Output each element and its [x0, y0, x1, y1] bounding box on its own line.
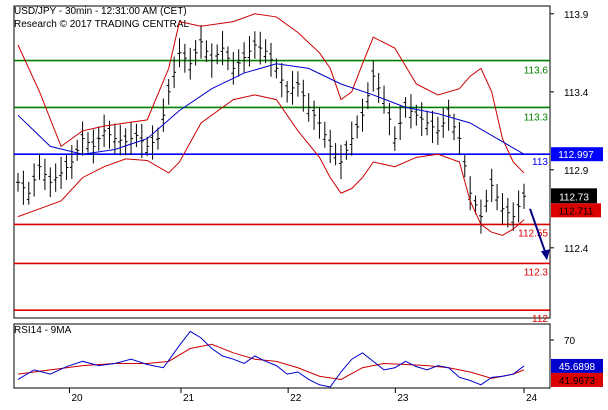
price-plot: 113.9 113.4 112.9 112.4 113.6 113.3 113 112.997… [13, 5, 603, 325]
level-label-resistance: 113.6 [524, 66, 549, 77]
forecast-arrow-head [541, 249, 550, 261]
level-label-support: 112 [532, 314, 548, 325]
pivot-value-tag: 112.997 [558, 150, 594, 161]
level-label-support: 112.55 [518, 228, 548, 239]
rsi-plot-frame [13, 323, 551, 389]
chart-header-symbol: USD/JPY - 30min - 12:31:00 AM (CET) [14, 6, 187, 17]
price-y-tick-label: 112.9 [564, 166, 589, 177]
rsi-line [17, 330, 525, 388]
rsi-ma-value-box [551, 372, 603, 387]
price-plot-frame [13, 5, 551, 319]
bollinger-upper-line [17, 13, 525, 174]
current-price-box [551, 188, 597, 204]
current-price-2-tag: 112.711 [559, 206, 594, 217]
moving-average-line [17, 63, 525, 155]
current-price-2-box [551, 203, 601, 218]
forecast-arrow-shaft [529, 208, 547, 255]
level-label-pivot: 113 [532, 157, 548, 168]
x-tick-label: 20 [71, 393, 83, 404]
rsi-ma-line [17, 343, 525, 380]
current-price-tag: 112.73 [559, 192, 589, 203]
x-tick-label: 24 [526, 393, 538, 404]
x-tick-label: 22 [290, 393, 302, 404]
rsi-plot: 20 21 22 23 24 70 45.6898 41.9673 [13, 323, 603, 404]
x-tick-label: 23 [397, 393, 409, 404]
price-y-tick-label: 113.4 [564, 88, 589, 99]
x-tick-label: 21 [183, 393, 195, 404]
level-label-resistance: 113.3 [524, 112, 549, 123]
price-y-tick-label: 113.9 [564, 10, 589, 21]
level-label-support: 112.3 [524, 267, 549, 278]
rsi-ma-value-tag: 41.9673 [559, 376, 596, 387]
chart-header-research: Research © 2017 TRADING CENTRAL [14, 19, 189, 30]
price-y-tick-label: 112.4 [564, 244, 589, 255]
rsi-value-tag: 45.6898 [559, 362, 596, 373]
rsi-value-box [551, 358, 603, 373]
pivot-value-box [551, 147, 603, 162]
rsi-panel-label: RSI14 - 9MA [14, 325, 72, 336]
rsi-y-tick-label: 70 [564, 336, 576, 347]
bollinger-lower-line [17, 94, 525, 236]
